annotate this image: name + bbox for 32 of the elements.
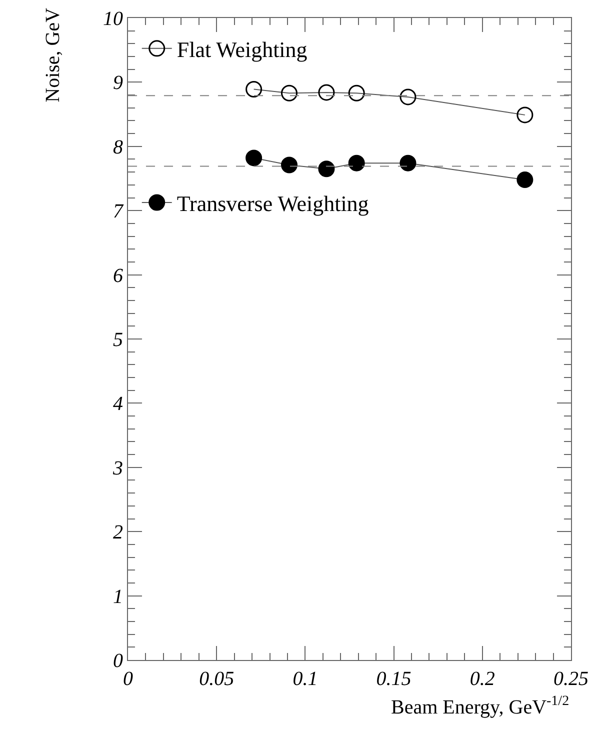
point	[516, 172, 534, 188]
y-tick-label: 8	[113, 136, 123, 158]
x-tick-label: 0.1	[292, 668, 318, 690]
point	[281, 156, 298, 174]
y-axis-title: Noise, GeV	[42, 7, 64, 102]
x-tick-label: 0.25	[554, 668, 588, 690]
y-tick-label: 5	[113, 329, 123, 351]
y-tick-label: 4	[113, 393, 123, 416]
y-tick-label: 7	[113, 200, 124, 223]
point	[281, 84, 298, 102]
point	[246, 150, 262, 166]
point	[400, 154, 416, 172]
legend-label: Transverse Weighting	[176, 191, 369, 216]
y-tick-label: 3	[112, 457, 123, 480]
y-tick-label: 2	[113, 522, 123, 544]
y-tick-label: 0	[113, 650, 123, 672]
legend-label: Flat Weighting	[176, 37, 308, 62]
x-tick-label: 0.05	[199, 668, 234, 690]
y-tick-label: 6	[113, 264, 123, 287]
point	[348, 154, 365, 172]
x-tick-label: 0.15	[376, 668, 412, 690]
y-tick-label: 9	[113, 72, 123, 94]
x-tick-label: 0.2	[470, 668, 495, 690]
point	[348, 84, 365, 102]
point	[318, 84, 335, 101]
x-axis-title: Beam Energy, GeV$^{-1/2}$	[391, 694, 570, 718]
point	[318, 160, 335, 178]
point	[246, 81, 262, 98]
point	[400, 88, 416, 106]
point	[516, 106, 534, 124]
y-tick-label: 1	[113, 586, 123, 608]
y-tick-label: 10	[103, 8, 123, 30]
